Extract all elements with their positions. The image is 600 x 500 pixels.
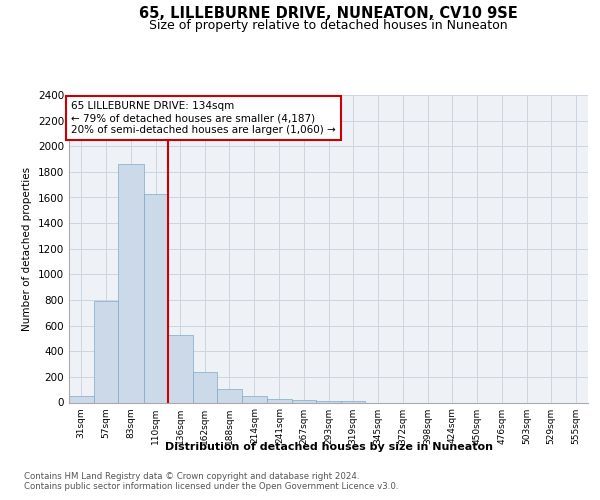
Text: Distribution of detached houses by size in Nuneaton: Distribution of detached houses by size … (165, 442, 493, 452)
Bar (341, 400, 365, 402)
Bar (193, 372, 217, 402)
Bar (94, 302, 118, 402)
Bar (118, 164, 143, 402)
Bar (69, 396, 94, 402)
Bar (267, 398, 292, 402)
Y-axis label: Number of detached properties: Number of detached properties (22, 166, 32, 331)
Bar (316, 400, 341, 402)
Text: Contains HM Land Registry data © Crown copyright and database right 2024.: Contains HM Land Registry data © Crown c… (24, 472, 359, 481)
Bar (168, 334, 193, 402)
Bar (242, 396, 267, 402)
Bar (217, 389, 242, 402)
Text: Size of property relative to detached houses in Nuneaton: Size of property relative to detached ho… (149, 19, 508, 32)
Text: 65, LILLEBURNE DRIVE, NUNEATON, CV10 9SE: 65, LILLEBURNE DRIVE, NUNEATON, CV10 9SE (139, 6, 518, 21)
Bar (292, 400, 316, 402)
Text: Contains public sector information licensed under the Open Government Licence v3: Contains public sector information licen… (24, 482, 398, 491)
Text: 65 LILLEBURNE DRIVE: 134sqm
← 79% of detached houses are smaller (4,187)
20% of : 65 LILLEBURNE DRIVE: 134sqm ← 79% of det… (71, 102, 335, 134)
Bar (143, 194, 168, 402)
